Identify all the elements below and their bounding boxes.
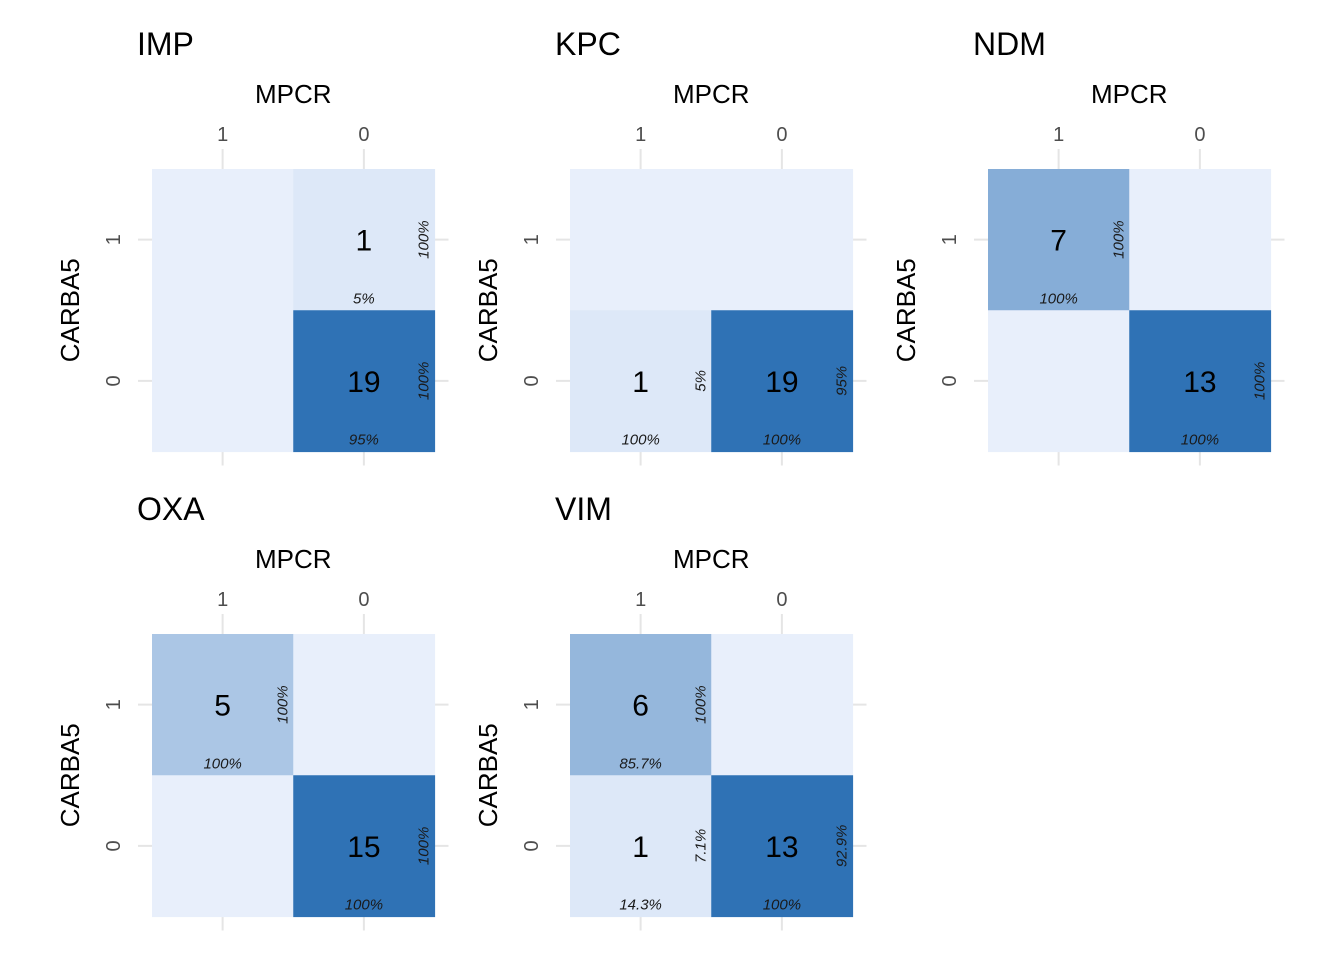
cell-count-label: 19 (347, 366, 380, 399)
heatmap-cell (711, 310, 854, 453)
cell-count-label: 5 (214, 690, 231, 723)
y-tick-label: 1 (521, 234, 543, 245)
heatmap-cell (711, 775, 854, 918)
y-axis-title: CARBA5 (891, 258, 921, 362)
x-tick-label: 1 (635, 124, 646, 146)
x-axis-title: MPCR (255, 79, 332, 109)
heatmap-cell (570, 634, 712, 776)
cell-count-label: 7 (1050, 225, 1067, 258)
x-axis-title: MPCR (255, 544, 332, 574)
col-percent-label: 100% (1181, 432, 1219, 449)
x-axis-title: MPCR (673, 79, 750, 109)
col-percent-label: 100% (203, 755, 241, 772)
col-percent-label: 100% (1039, 290, 1077, 307)
row-percent-label: 100% (1252, 362, 1269, 400)
heatmap-cell (1129, 310, 1272, 453)
heatmap-cell (152, 775, 294, 918)
panel-ndm: 7 100% 100% 13 100% 100% 1 0 1 0 MPCR CARBA5 NDM (891, 26, 1285, 466)
row-percent-label: 100% (416, 827, 433, 865)
y-tick-label: 1 (103, 699, 125, 710)
panel-title: VIM (555, 491, 612, 527)
heatmap-cell (711, 634, 854, 776)
y-tick-label: 0 (939, 375, 961, 386)
cell-count-label: 13 (765, 831, 798, 864)
y-tick-label: 0 (521, 375, 543, 386)
heatmap-cell (293, 634, 436, 776)
panel-imp: 1 5% 100% 19 95% 100% 1 0 1 0 MPCR CARBA5 IMP (55, 26, 449, 466)
cell-count-label: 6 (632, 690, 649, 723)
col-percent-label: 95% (349, 432, 379, 449)
row-percent-label: 100% (1110, 220, 1127, 258)
row-percent-label: 100% (692, 685, 709, 723)
heatmap-cell (152, 634, 294, 776)
y-axis-title: CARBA5 (55, 723, 85, 827)
heatmap-cell (293, 169, 436, 311)
panel-title: IMP (137, 26, 194, 62)
y-tick-label: 0 (521, 840, 543, 851)
y-tick-label: 1 (521, 699, 543, 710)
heatmap-cell (988, 310, 1130, 453)
cell-count-label: 15 (347, 831, 380, 864)
cell-count-label: 1 (632, 366, 649, 399)
y-axis-title: CARBA5 (473, 258, 503, 362)
col-percent-label: 85.7% (619, 755, 662, 772)
row-percent-label: 100% (416, 362, 433, 400)
row-percent-label: 92.9% (834, 825, 851, 868)
panel-title: OXA (137, 491, 205, 527)
y-tick-label: 0 (103, 840, 125, 851)
cell-count-label: 19 (765, 366, 798, 399)
panel-kpc: 1 100% 5% 19 100% 95% 1 0 1 0 MPCR CARBA5 KPC (473, 26, 867, 466)
cell-count-label: 13 (1183, 366, 1216, 399)
row-percent-label: 100% (416, 220, 433, 258)
col-percent-label: 14.3% (619, 897, 662, 914)
heatmap-cell (152, 310, 294, 453)
heatmap-cell (570, 775, 712, 918)
y-axis-title: CARBA5 (473, 723, 503, 827)
row-percent-label: 100% (274, 685, 291, 723)
row-percent-label: 7.1% (692, 829, 709, 863)
panel-title: KPC (555, 26, 621, 62)
x-tick-label: 0 (776, 589, 787, 611)
x-tick-label: 0 (358, 589, 369, 611)
col-percent-label: 100% (763, 432, 801, 449)
col-percent-label: 100% (345, 897, 383, 914)
col-percent-label: 100% (763, 897, 801, 914)
x-tick-label: 1 (1053, 124, 1064, 146)
y-axis-title: CARBA5 (55, 258, 85, 362)
x-tick-label: 1 (635, 589, 646, 611)
heatmap-cell (988, 169, 1130, 311)
heatmap-cell (293, 310, 436, 453)
x-axis-title: MPCR (1091, 79, 1168, 109)
cell-count-label: 1 (632, 831, 649, 864)
x-axis-title: MPCR (673, 544, 750, 574)
panel-vim: 6 85.7% 100% 1 14.3% 7.1% 13 100% 92.9% 1 0 1 0 MPCR C… (473, 491, 867, 931)
x-tick-label: 0 (358, 124, 369, 146)
x-tick-label: 0 (776, 124, 787, 146)
y-tick-label: 1 (103, 234, 125, 245)
y-tick-label: 1 (939, 234, 961, 245)
cell-count-label: 1 (356, 225, 373, 258)
heatmap-cell (152, 169, 294, 311)
heatmap-cell (711, 169, 854, 311)
y-tick-label: 0 (103, 375, 125, 386)
row-percent-label: 95% (834, 366, 851, 396)
heatmap-cell (570, 310, 712, 453)
row-percent-label: 5% (692, 370, 709, 392)
panel-title: NDM (973, 26, 1046, 62)
x-tick-label: 1 (217, 589, 228, 611)
col-percent-label: 100% (621, 432, 659, 449)
x-tick-label: 1 (217, 124, 228, 146)
x-tick-label: 0 (1194, 124, 1205, 146)
col-percent-label: 5% (353, 290, 375, 307)
panel-oxa: 5 100% 100% 15 100% 100% 1 0 1 0 MPCR CARBA5 OXA (55, 491, 449, 931)
heatmap-cell (1129, 169, 1272, 311)
heatmap-cell (570, 169, 712, 311)
heatmap-cell (293, 775, 436, 918)
